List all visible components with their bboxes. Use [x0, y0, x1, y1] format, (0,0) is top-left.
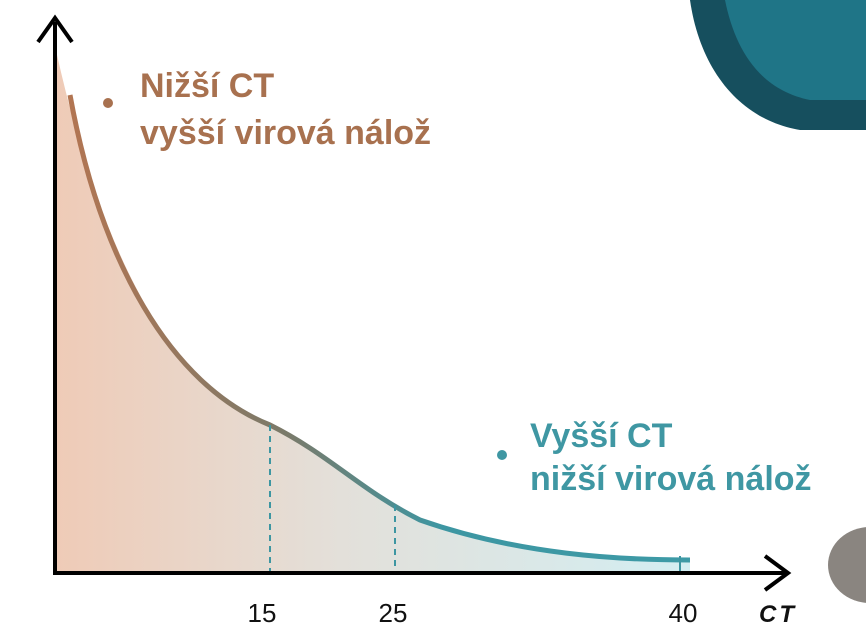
page: Nižší CT vyšší virová nálož Vyšší CT niž… [0, 0, 866, 630]
decor-blob [828, 527, 866, 603]
diagram: Nižší CT vyšší virová nálož Vyšší CT niž… [0, 0, 866, 630]
annotation-text: vyšší virová nálož [140, 114, 431, 152]
x-axis-label: CT [759, 601, 797, 628]
annotation-title: Vyšší CT [530, 417, 673, 455]
x-marker-label: 15 [248, 598, 277, 628]
x-marker-label: 25 [379, 598, 408, 628]
annotation-title: Nižší CT [140, 67, 274, 105]
bullet [103, 98, 113, 108]
bullet [497, 450, 507, 460]
x-marker-label: 40 [669, 598, 698, 628]
annotation-text: nižší virová nálož [530, 460, 812, 498]
